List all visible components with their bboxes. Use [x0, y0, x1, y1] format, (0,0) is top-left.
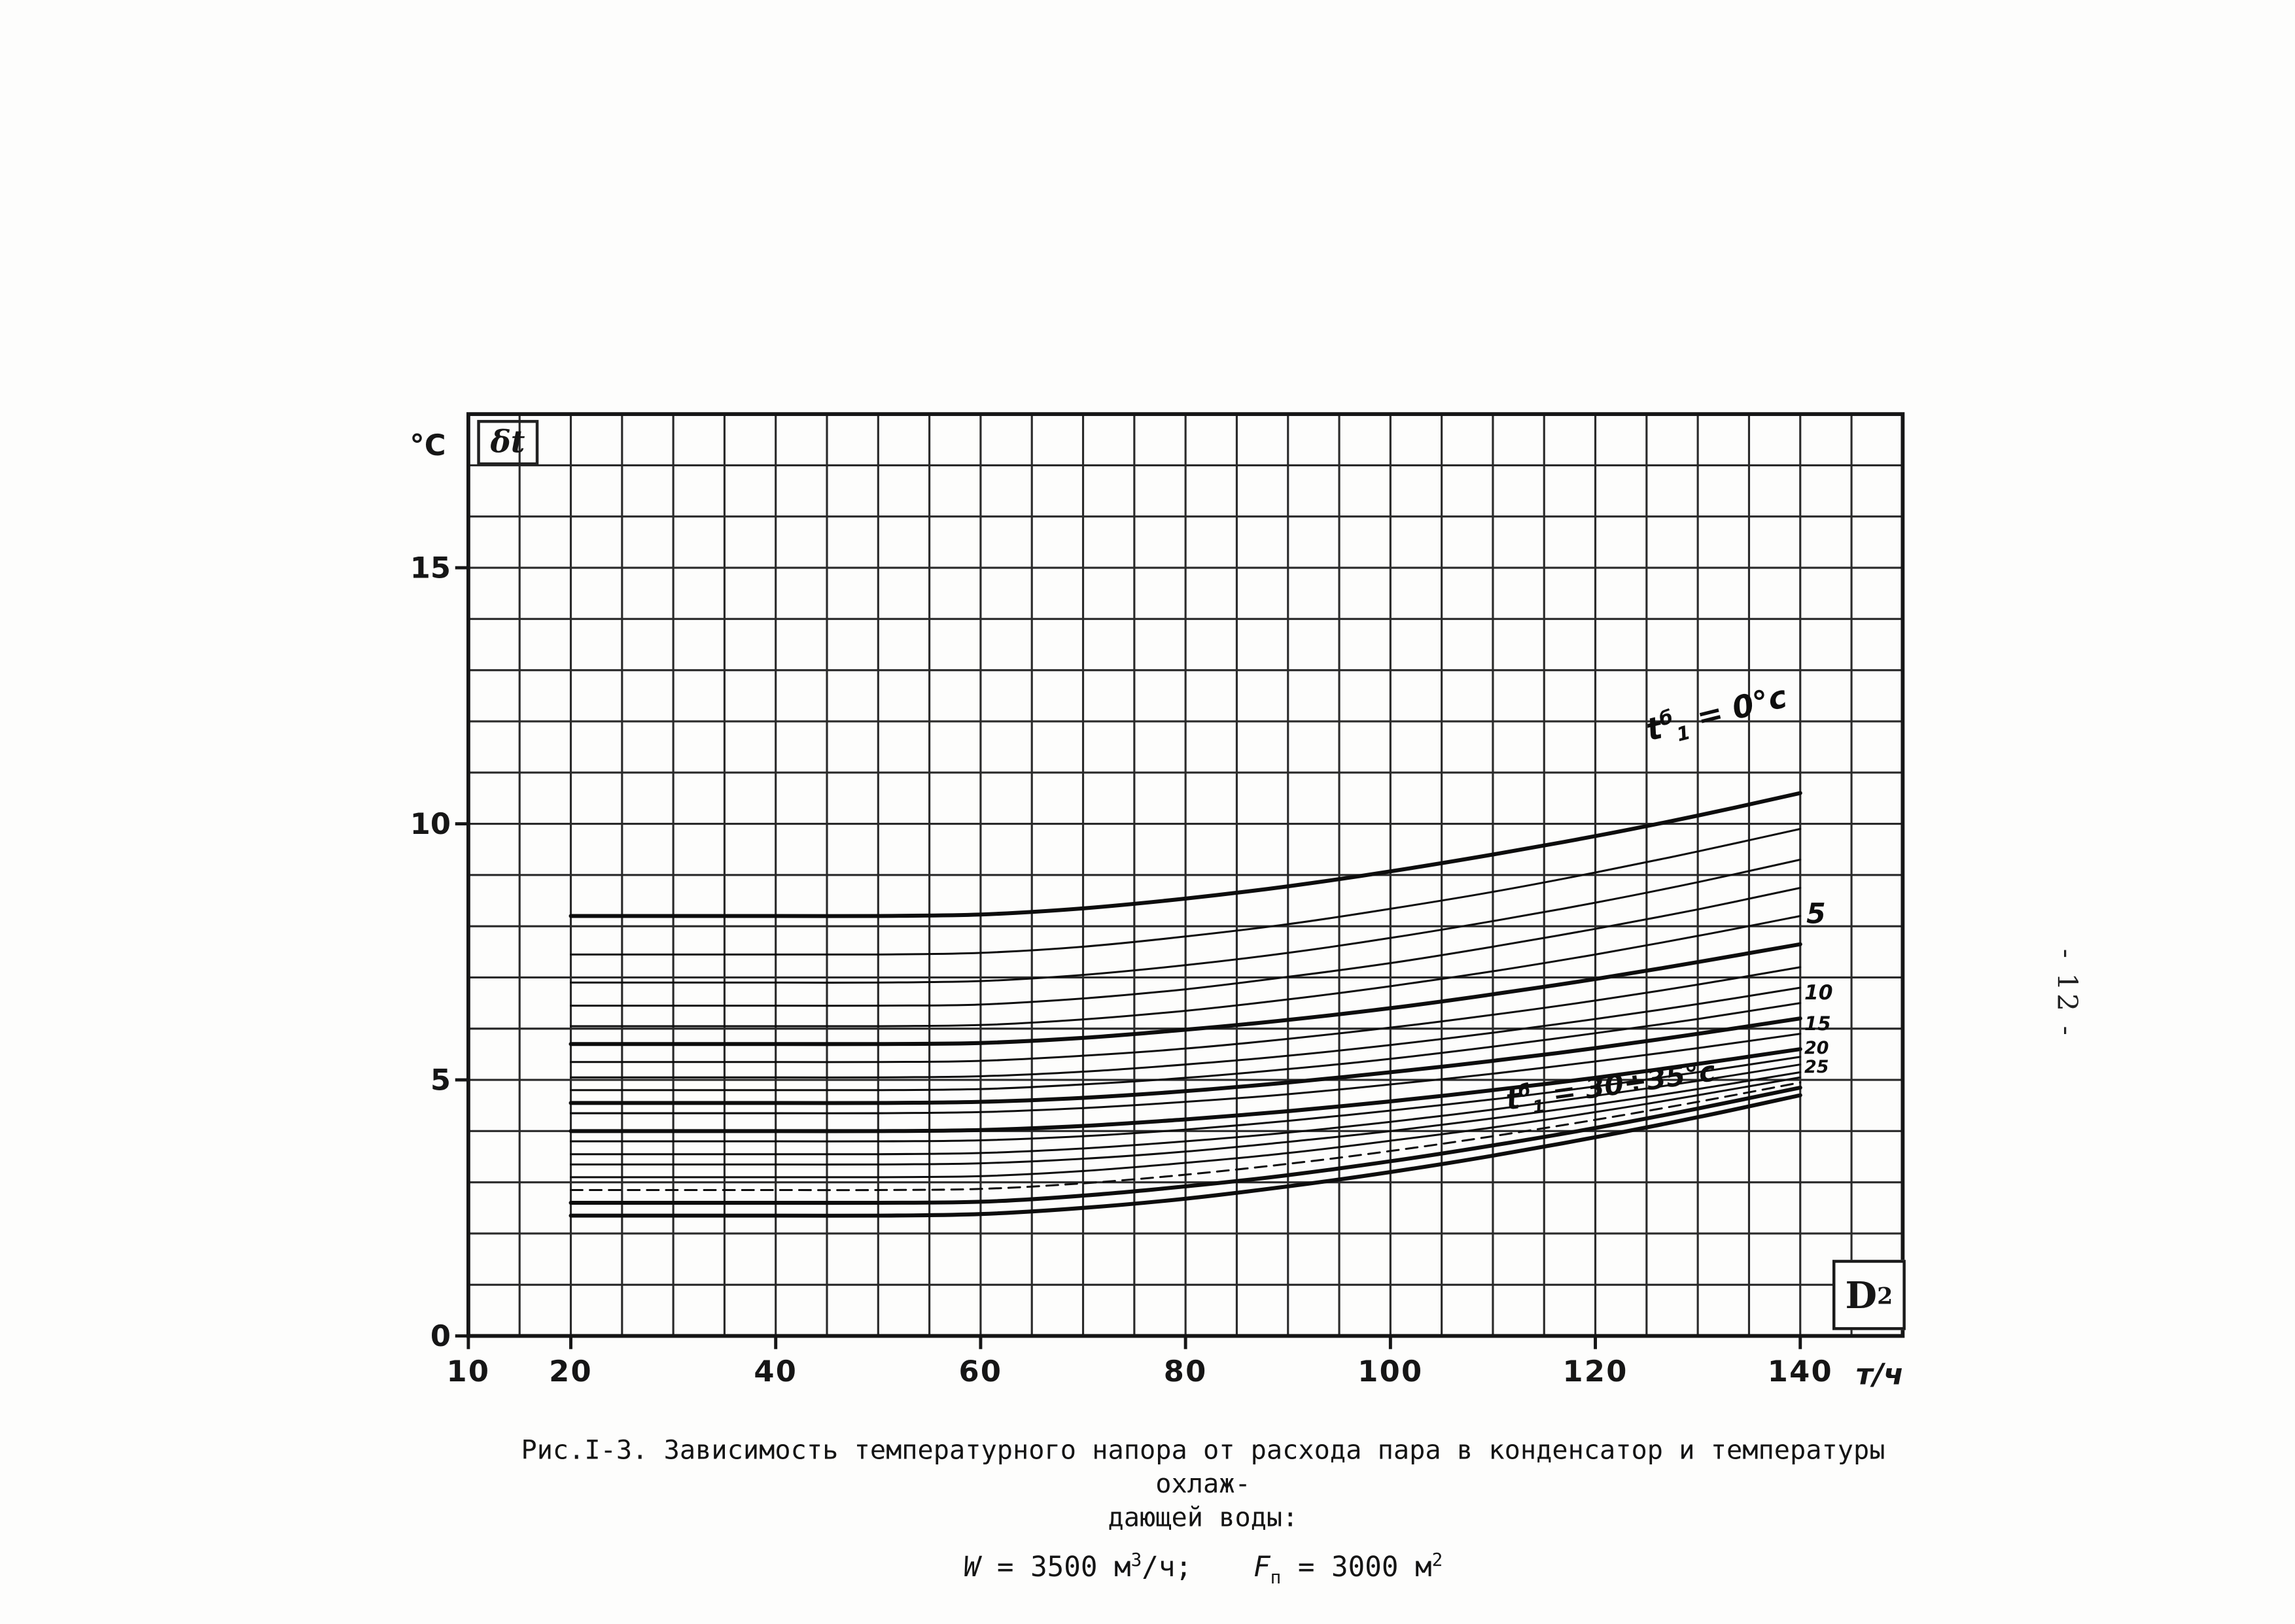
y-tick-label-5: 5: [430, 1062, 451, 1097]
x-tick-label-120: 120: [1562, 1353, 1628, 1389]
curve-intermediate: [569, 986, 1802, 1079]
curve-label-5: 5: [1806, 898, 1826, 931]
x-tick-label-40: 40: [754, 1353, 798, 1389]
x-axis-symbol: D: [1845, 1273, 1878, 1317]
x-tick-label-10: 10: [446, 1353, 491, 1389]
curve-label-25: 25: [1804, 1056, 1829, 1077]
curve-t1б = 5°C: [569, 942, 1802, 1046]
curve-label-20: 20: [1804, 1037, 1829, 1058]
x-tick-label-60: 60: [958, 1353, 1003, 1389]
curve-intermediate: [569, 887, 1802, 1007]
curve-intermediate: [569, 858, 1802, 984]
x-axis-unit-label: т/ч: [1855, 1356, 1904, 1392]
y-tick-label-0: 0: [430, 1318, 451, 1354]
caption-line-1: Рис.I-3. Зависимость температурного напо…: [521, 1435, 1885, 1500]
w-exponent: 3: [1130, 1549, 1142, 1570]
curve-t1б = 20°C: [569, 1063, 1802, 1156]
curve-intermediate: [569, 1071, 1802, 1166]
f-symbol: F: [1253, 1551, 1270, 1584]
x-tick-label-140: 140: [1767, 1353, 1833, 1389]
curve-intermediate: [569, 1081, 1802, 1192]
y-axis-symbol-label: δt: [477, 420, 538, 466]
w-value: = 3500 м: [980, 1551, 1131, 1584]
curve-t1б = 15°C: [569, 1047, 1802, 1133]
curve-label-10: 10: [1804, 981, 1833, 1005]
curve-t1б = 25°C: [569, 1076, 1802, 1179]
curve-t1б = 10°C: [569, 1016, 1802, 1105]
f-subscript: п: [1270, 1567, 1282, 1588]
figure-caption: Рис.I-3. Зависимость температурного напо…: [471, 1434, 1935, 1595]
x-tick-label-100: 100: [1358, 1353, 1424, 1389]
curve-t1б = 0°C: [569, 791, 1802, 918]
curve-intermediate: [569, 1056, 1802, 1143]
caption-formula: W = 3500 м3/ч; Fп = 3000 м2: [471, 1544, 1935, 1595]
y-axis-unit-label: °C: [410, 427, 446, 462]
f-exponent: 2: [1431, 1549, 1443, 1570]
y-tick-label-15: 15: [410, 550, 451, 585]
curve-intermediate: [569, 1002, 1802, 1092]
x-tick-label-80: 80: [1163, 1353, 1208, 1389]
w-unit-after: /ч;: [1142, 1551, 1193, 1584]
curve-intermediate: [569, 1033, 1802, 1114]
curve-label-15: 15: [1804, 1014, 1831, 1037]
x-tick-label-20: 20: [549, 1353, 593, 1389]
w-symbol: W: [963, 1551, 981, 1584]
curve-intermediate: [569, 966, 1802, 1063]
x-axis-symbol-subscript: 2: [1877, 1281, 1893, 1309]
curve-intermediate: [569, 914, 1802, 1028]
page-number: - 12 -: [2050, 948, 2083, 1039]
curve-t1б = 35°C: [569, 1093, 1802, 1218]
f-value: = 3000 м: [1281, 1551, 1432, 1584]
y-tick-label-10: 10: [410, 806, 451, 842]
caption-line-2: дающей воды:: [1108, 1502, 1299, 1534]
curve-intermediate: [569, 827, 1802, 956]
curve-t1б = 30°C: [569, 1085, 1802, 1205]
